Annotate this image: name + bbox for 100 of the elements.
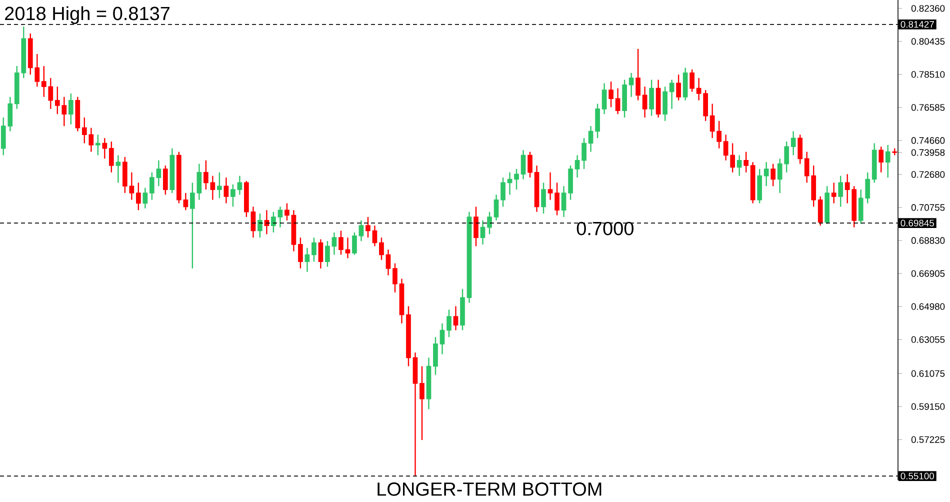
y-tick-label: 0.74660: [911, 137, 945, 144]
y-tick-label: 0.66905: [911, 270, 945, 277]
candlestick: [210, 175, 216, 200]
candlestick: [636, 48, 640, 101]
candlestick: [703, 89, 708, 122]
ref-line-label: 0.55100: [900, 472, 934, 480]
candlestick: [561, 186, 566, 218]
candlestick: [453, 306, 458, 331]
ref-line-label: 0.81427: [900, 21, 934, 28]
y-tick-label: 0.57225: [911, 436, 945, 443]
candlestick: [838, 175, 844, 208]
candlestick: [723, 134, 728, 161]
candlestick: [494, 194, 499, 222]
candlestick: [156, 160, 162, 187]
candlestick: [95, 134, 100, 156]
candlestick: [588, 125, 594, 152]
candlestick: [338, 230, 344, 256]
candlestick: [554, 182, 560, 216]
y-tick-label: 0.76585: [911, 104, 945, 111]
candlestick: [798, 134, 803, 164]
candlestick: [885, 144, 890, 178]
candlestick: [716, 120, 722, 149]
candlestick: [196, 163, 202, 200]
candlestick: [608, 80, 614, 108]
candlestick: [595, 103, 600, 139]
candlestick: [480, 220, 486, 246]
candlestick: [474, 206, 478, 247]
candlestick: [649, 79, 654, 116]
candlestick: [487, 211, 492, 235]
candlestick: [102, 137, 108, 160]
candlestick: [440, 322, 445, 355]
candlestick: [204, 160, 208, 190]
candlestick: [298, 236, 303, 270]
y-tick-label: 0.72680: [911, 171, 945, 178]
candlestick: [690, 68, 694, 92]
candlestick: [770, 163, 776, 187]
candlestick: [736, 154, 742, 176]
candlestick: [574, 154, 580, 178]
candlestick: [676, 74, 681, 101]
candlestick: [142, 187, 148, 210]
candlestick: [696, 77, 702, 101]
candlestick: [108, 140, 114, 173]
candlestick: [831, 182, 836, 204]
y-tick-label: 0.73958: [911, 149, 945, 156]
candlestick: [332, 232, 337, 256]
candlestick: [669, 79, 674, 110]
text: LONGER-TERM BOTTOM: [378, 482, 602, 496]
candlestick: [258, 212, 262, 238]
candlestick: [392, 262, 398, 294]
y-tick-label: 0.70755: [911, 204, 945, 211]
y-tick-label: 0.80435: [911, 38, 945, 45]
candlestick: [318, 238, 324, 270]
candlestick: [662, 86, 668, 122]
y-tick-label: 0.64980: [911, 303, 945, 310]
candlestick: [386, 249, 391, 276]
candlestick: [217, 172, 222, 199]
candlestick: [507, 172, 512, 196]
ref-line-label: 0.69845: [900, 220, 934, 226]
candlestick: [730, 142, 735, 173]
annotation: 2018 High = 0.8137: [5, 6, 170, 24]
candlestick: [500, 176, 506, 208]
candlestick: [628, 72, 634, 98]
candlestick: [878, 146, 884, 173]
candlestick: [224, 176, 229, 204]
candlestick: [284, 202, 290, 222]
candlestick: [642, 86, 648, 118]
candlestick: [372, 224, 378, 247]
candlestick: [163, 164, 168, 196]
candlestick: [136, 182, 141, 211]
y-tick-label: 0.68830: [911, 237, 945, 244]
candlestick: [615, 88, 620, 115]
candlestick: [352, 232, 357, 256]
candlestick: [420, 366, 424, 441]
candlestick: [433, 336, 438, 376]
candlestick: [230, 184, 236, 208]
candlestick: [582, 137, 586, 170]
y-tick-label: 0.82360: [911, 5, 945, 12]
y-tick-label: 0.63055: [911, 336, 945, 343]
candlestick: [818, 196, 823, 226]
candlestick: [446, 309, 452, 338]
candlestick: [710, 103, 715, 139]
y-tick-label: 0.61075: [911, 370, 945, 377]
candlestick: [541, 182, 546, 214]
candlestick: [764, 162, 769, 187]
candlestick: [150, 172, 154, 200]
candlestick: [237, 175, 242, 196]
candlestick: [183, 192, 188, 211]
candlestick: [744, 151, 749, 173]
candlestick: [514, 168, 519, 190]
candlestick: [520, 149, 526, 180]
annotation: 0.7000: [576, 222, 634, 236]
candlestick: [366, 216, 370, 238]
y-tick-label: 0.59150: [911, 403, 945, 410]
candlestick: [790, 130, 796, 156]
candlestick: [278, 206, 283, 228]
candlestick: [528, 151, 532, 178]
candlestick: [345, 236, 350, 259]
candlestick: [325, 240, 330, 268]
candlestick: [548, 172, 553, 200]
y-tick-label: 0.78510: [911, 71, 945, 78]
